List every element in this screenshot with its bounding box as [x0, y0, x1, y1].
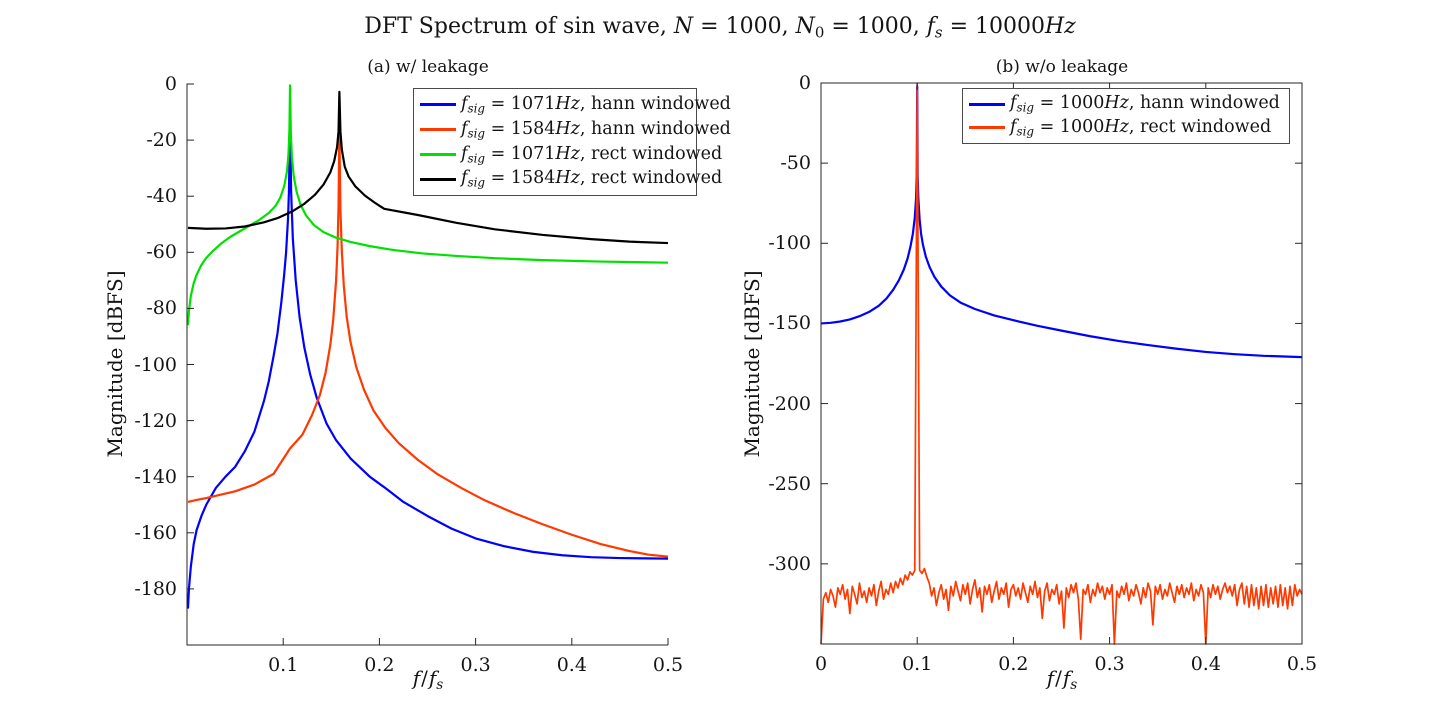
legend-box: fsig = 1071Hz, hann windowed fsig = 1584H… [413, 88, 731, 196]
title-sub-s: s [934, 23, 943, 42]
y-tick-label: -20 [146, 129, 177, 152]
y-tick-label: -100 [768, 232, 811, 255]
legend-entry-label: fsig = 1000Hz, hann windowed [1010, 93, 1280, 115]
title-text: = 1000, [693, 14, 796, 39]
legend-entry: fsig = 1584Hz, hann windowed [420, 119, 731, 140]
x-tick-label: 0.5 [1286, 653, 1318, 675]
x-tick-label: 0.1 [268, 654, 299, 676]
xlabel-f2: f [1062, 666, 1071, 690]
y-tick-label: -180 [134, 577, 177, 600]
xlabel-slash: / [421, 666, 428, 690]
legend-line-sample [420, 177, 456, 181]
x-tick-label: 0.4 [1190, 653, 1221, 675]
y-tick-label: -200 [768, 392, 811, 415]
y-tick-label: 0 [798, 72, 811, 94]
y-tick-label: -140 [134, 465, 177, 488]
x-tick-label: 0.1 [902, 653, 933, 675]
subplot-a-title: (a) w/ leakage [367, 57, 489, 77]
legend-box: fsig = 1000Hz, hann windowed fsig = 1000H… [962, 88, 1290, 144]
title-text: = 1000, [824, 14, 927, 39]
title-unit-Hz: Hz [1045, 14, 1076, 39]
legend-entry: fsig = 1584Hz, rect windowed [420, 168, 722, 190]
title-math-fs: f [926, 14, 935, 39]
y-tick-label: -40 [146, 185, 177, 208]
xlabel-f: f [1046, 666, 1055, 690]
plot-area-1 [820, 82, 1303, 645]
legend-entry: fsig = 1000Hz, hann windowed [969, 93, 1283, 115]
series-fsig-1584Hz-hann [187, 130, 669, 558]
legend-entry: fsig = 1071Hz, rect windowed [420, 144, 722, 165]
title-math-N0: N [795, 14, 815, 39]
x-tick-label: 0.5 [652, 654, 684, 676]
x-tick-label: 0.4 [556, 654, 587, 676]
legend-entry-label: fsig = 1584Hz, hann windowed [461, 118, 731, 141]
title-sub-0: 0 [814, 23, 825, 42]
series-fsig-1000Hz-hann [820, 85, 1303, 359]
legend-line-sample [420, 128, 456, 132]
legend-line-sample [969, 126, 1005, 130]
title-text: DFT Spectrum of sin wave, [364, 14, 674, 39]
xlabel-sub-s: s [1070, 677, 1078, 694]
y-tick-label: -80 [146, 297, 177, 320]
subplot-b-title: (b) w/o leakage [995, 57, 1129, 77]
legend-entry-label: fsig = 1584Hz, rect windowed [461, 168, 723, 190]
y-tick-label: -150 [768, 312, 811, 335]
xlabel-sub-s: s [436, 677, 444, 694]
y-tick-label: -50 [780, 152, 811, 175]
figure-title: DFT Spectrum of sin wave, N = 1000, N0 =… [0, 14, 1440, 41]
x-tick-label: 0.3 [1094, 653, 1125, 675]
title-math-N: N [673, 14, 694, 39]
legend-entry-label: fsig = 1000Hz, rect windowed [1010, 117, 1272, 139]
xlabel-slash: / [1055, 666, 1062, 690]
xlabel-f: f [412, 666, 421, 690]
legend-entry: fsig = 1071Hz, hann windowed [420, 94, 731, 116]
series-fsig-1584Hz-rect [187, 90, 669, 245]
legend-line-sample [420, 103, 456, 107]
plot-area-0 [186, 84, 669, 609]
y-tick-label: -100 [134, 353, 177, 376]
y-tick-label: -250 [768, 472, 811, 495]
x-axis-label-left: f/fs [413, 666, 444, 693]
y-tick-label: -160 [134, 521, 177, 544]
y-tick-label: 0 [164, 73, 177, 95]
x-tick-label: 0.3 [460, 654, 491, 676]
legend-entry-label: fsig = 1071Hz, hann windowed [461, 94, 731, 116]
legend-line-sample [420, 152, 456, 156]
legend-line-sample [969, 102, 1005, 106]
series-fsig-1000Hz-rect [820, 82, 1303, 645]
x-tick-label: 0.2 [364, 654, 395, 676]
legend-entry-label: fsig = 1071Hz, rect windowed [461, 143, 723, 166]
y-tick-label: -300 [768, 552, 811, 575]
y-tick-label: -120 [134, 409, 177, 432]
title-text: = 10000 [942, 14, 1045, 39]
x-axis-label-right: f/fs [1047, 666, 1078, 693]
x-tick-label: 0 [814, 653, 828, 675]
legend-entry: fsig = 1000Hz, rect windowed [969, 117, 1283, 139]
xlabel-f2: f [428, 666, 437, 690]
x-tick-label: 0.2 [998, 653, 1029, 675]
series-fsig-1071Hz-rect [186, 84, 669, 326]
y-tick-label: -60 [146, 241, 177, 264]
axes-box [820, 82, 1303, 645]
